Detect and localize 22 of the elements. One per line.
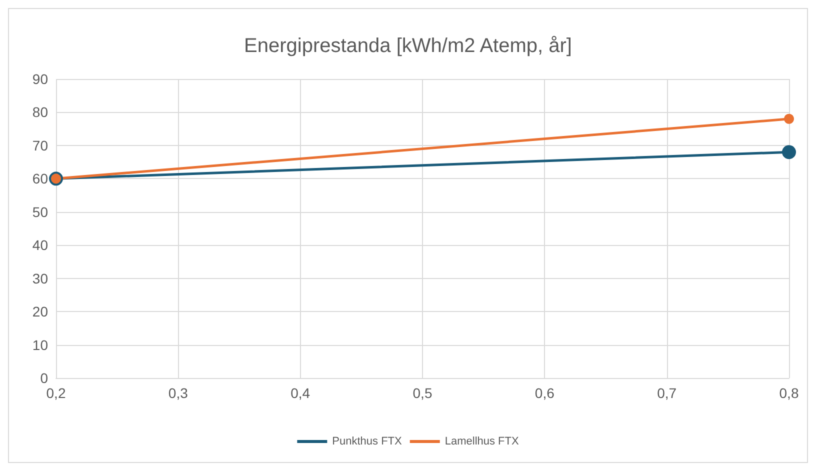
chart-title: Energiprestanda [kWh/m2 Atemp, år] (244, 35, 572, 57)
point (782, 145, 796, 160)
x-tick-label: 0,2 (46, 385, 66, 401)
x-tick-label: 0,8 (779, 385, 799, 401)
y-tick-label: 10 (32, 336, 48, 353)
x-tick-label: 0,3 (168, 385, 188, 401)
y-tick-label: 90 (32, 71, 48, 87)
y-tick-label: 30 (32, 270, 48, 286)
x-tick-label: 0,7 (657, 385, 677, 401)
x-tick-label: 0,5 (412, 385, 432, 401)
point (784, 114, 794, 124)
y-tick-label: 50 (32, 204, 48, 220)
legend-label: Lamellhus FTX (444, 436, 520, 448)
y-tick-label: 60 (32, 170, 48, 187)
y-tick-label: 20 (32, 304, 48, 320)
legend-label: Punkthus FTX (332, 436, 403, 448)
y-tick-label: 40 (32, 237, 48, 254)
x-tick-label: 0,6 (534, 385, 555, 401)
y-tick-label: 0 (40, 370, 48, 386)
y-tick-label: 70 (32, 137, 48, 154)
x-tick-label: 0,4 (290, 385, 310, 401)
y-tick-label: 80 (32, 104, 48, 120)
